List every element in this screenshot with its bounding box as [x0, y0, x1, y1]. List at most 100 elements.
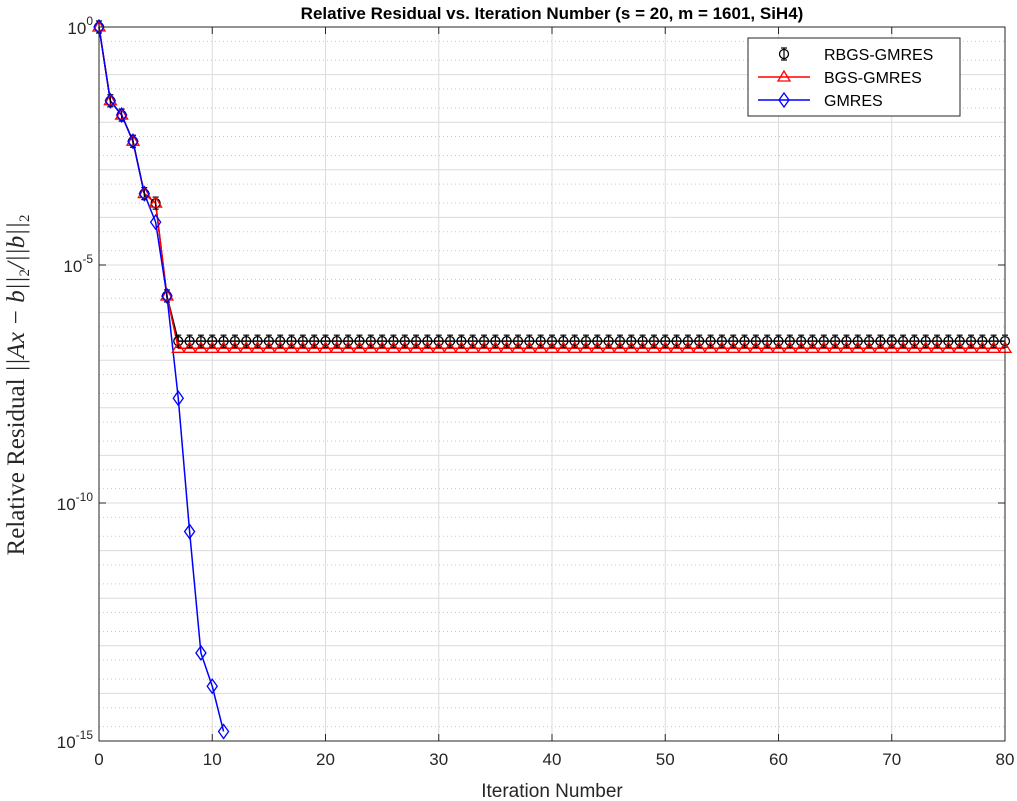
bgs-gmres-marker [544, 341, 560, 353]
legend-label-gmres: GMRES [824, 93, 883, 110]
circle-marker [580, 336, 592, 347]
circle-marker [399, 336, 410, 347]
circle-marker [909, 336, 920, 347]
circle-marker [218, 336, 229, 347]
bgs-gmres-marker [918, 341, 933, 353]
rbgs-gmres-marker [331, 334, 342, 348]
legend-marker-rbgs-gmres [778, 47, 790, 61]
rbgs-gmres-marker [694, 334, 705, 348]
bgs-gmres-marker [103, 93, 118, 106]
circle-marker [195, 336, 207, 347]
circle-marker [342, 336, 354, 347]
circle-marker [173, 336, 184, 347]
circle-marker [750, 336, 761, 347]
series-markers [91, 18, 1013, 740]
bgs-gmres-marker [714, 341, 730, 353]
legend-marker-bgs-gmres [776, 69, 792, 82]
rbgs-gmres-marker [388, 334, 399, 348]
rbgs-gmres-marker [852, 334, 863, 348]
bgs-gmres-marker [250, 341, 265, 353]
circle-marker [682, 336, 694, 347]
bgs-gmres-marker [703, 341, 718, 353]
x-tick-label: 0 [94, 750, 103, 769]
circle-marker [762, 336, 773, 347]
bgs-gmres-marker [827, 341, 843, 353]
circle-marker [524, 336, 535, 347]
circle-marker [433, 336, 444, 347]
gmres-marker [161, 287, 173, 305]
bgs-gmres-marker [318, 341, 333, 353]
grid-lines [98, 26, 1006, 742]
gmres-marker [127, 133, 139, 150]
circle-marker [863, 336, 875, 347]
circle-marker [694, 336, 705, 347]
rbgs-gmres-marker [490, 334, 501, 348]
bgs-gmres-marker [895, 341, 911, 353]
rbgs-gmres-marker [320, 334, 331, 348]
bgs-gmres-marker [624, 341, 639, 353]
bgs-gmres-marker [352, 341, 367, 353]
bgs-gmres-marker [216, 341, 231, 353]
bgs-gmres-marker [159, 288, 175, 301]
bgs-gmres-marker [929, 341, 945, 353]
circle-marker [331, 336, 342, 347]
circle-marker [478, 336, 490, 347]
bgs-gmres-marker [148, 195, 163, 208]
bgs-gmres-marker [499, 341, 514, 353]
bgs-gmres-marker [476, 341, 492, 353]
circle-marker [931, 336, 943, 347]
bgs-gmres-marker [737, 341, 752, 353]
bgs-gmres-marker [341, 341, 356, 353]
x-tick-label: 60 [769, 750, 788, 769]
bgs-gmres-marker [975, 341, 990, 353]
bgs-gmres-marker [261, 341, 277, 353]
x-axis-label: Iteration Number [481, 781, 623, 801]
bgs-gmres-marker [760, 341, 775, 353]
circle-marker [558, 336, 569, 347]
circle-marker [603, 336, 614, 347]
circle-marker [275, 336, 286, 347]
rbgs-gmres-marker [728, 334, 739, 348]
legend-marker-gmres [778, 91, 790, 109]
circle-marker [818, 336, 829, 347]
bgs-gmres-marker [137, 186, 152, 199]
legend-label-rbgs-gmres: RBGS-GMRES [824, 47, 933, 64]
circle-marker [229, 336, 241, 347]
circle-marker [829, 336, 841, 347]
rbgs-gmres-marker [501, 334, 512, 348]
gmres-marker [172, 390, 185, 407]
circle-marker [422, 336, 433, 347]
circle-marker [286, 336, 297, 347]
circle-marker [778, 48, 790, 60]
circle-marker [546, 336, 558, 347]
circle-marker [365, 336, 376, 347]
circle-marker [241, 336, 252, 347]
bgs-gmres-marker [307, 341, 322, 353]
circle-marker [784, 336, 795, 347]
bgs-gmres-marker [941, 341, 956, 353]
bgs-gmres-marker [510, 341, 526, 353]
circle-marker [852, 336, 863, 347]
rbgs-gmres-marker [909, 334, 920, 348]
bgs-gmres-marker [171, 341, 186, 353]
bgs-gmres-marker [680, 341, 696, 353]
bgs-gmres-marker [408, 341, 424, 353]
x-axis-ticks: 0 10 20 30 40 50 60 70 80 [94, 27, 1014, 769]
rbgs-gmres-marker [342, 334, 354, 348]
bgs-gmres-marker [397, 341, 412, 353]
bgs-gmres-marker [907, 341, 922, 353]
x-tick-label: 80 [996, 750, 1015, 769]
bgs-gmres-marker [612, 341, 628, 353]
gmres-marker [217, 723, 230, 740]
circle-marker [309, 336, 320, 347]
bgs-gmres-marker [567, 341, 582, 353]
bgs-gmres-marker [273, 341, 288, 353]
circle-marker [977, 336, 988, 347]
circle-marker [671, 336, 682, 347]
circle-marker [512, 336, 524, 347]
bgs-gmres-marker [442, 341, 458, 353]
bgs-gmres-marker [850, 341, 865, 353]
circle-marker [614, 336, 626, 347]
bgs-gmres-marker [669, 341, 684, 353]
x-tick-label: 20 [316, 750, 335, 769]
